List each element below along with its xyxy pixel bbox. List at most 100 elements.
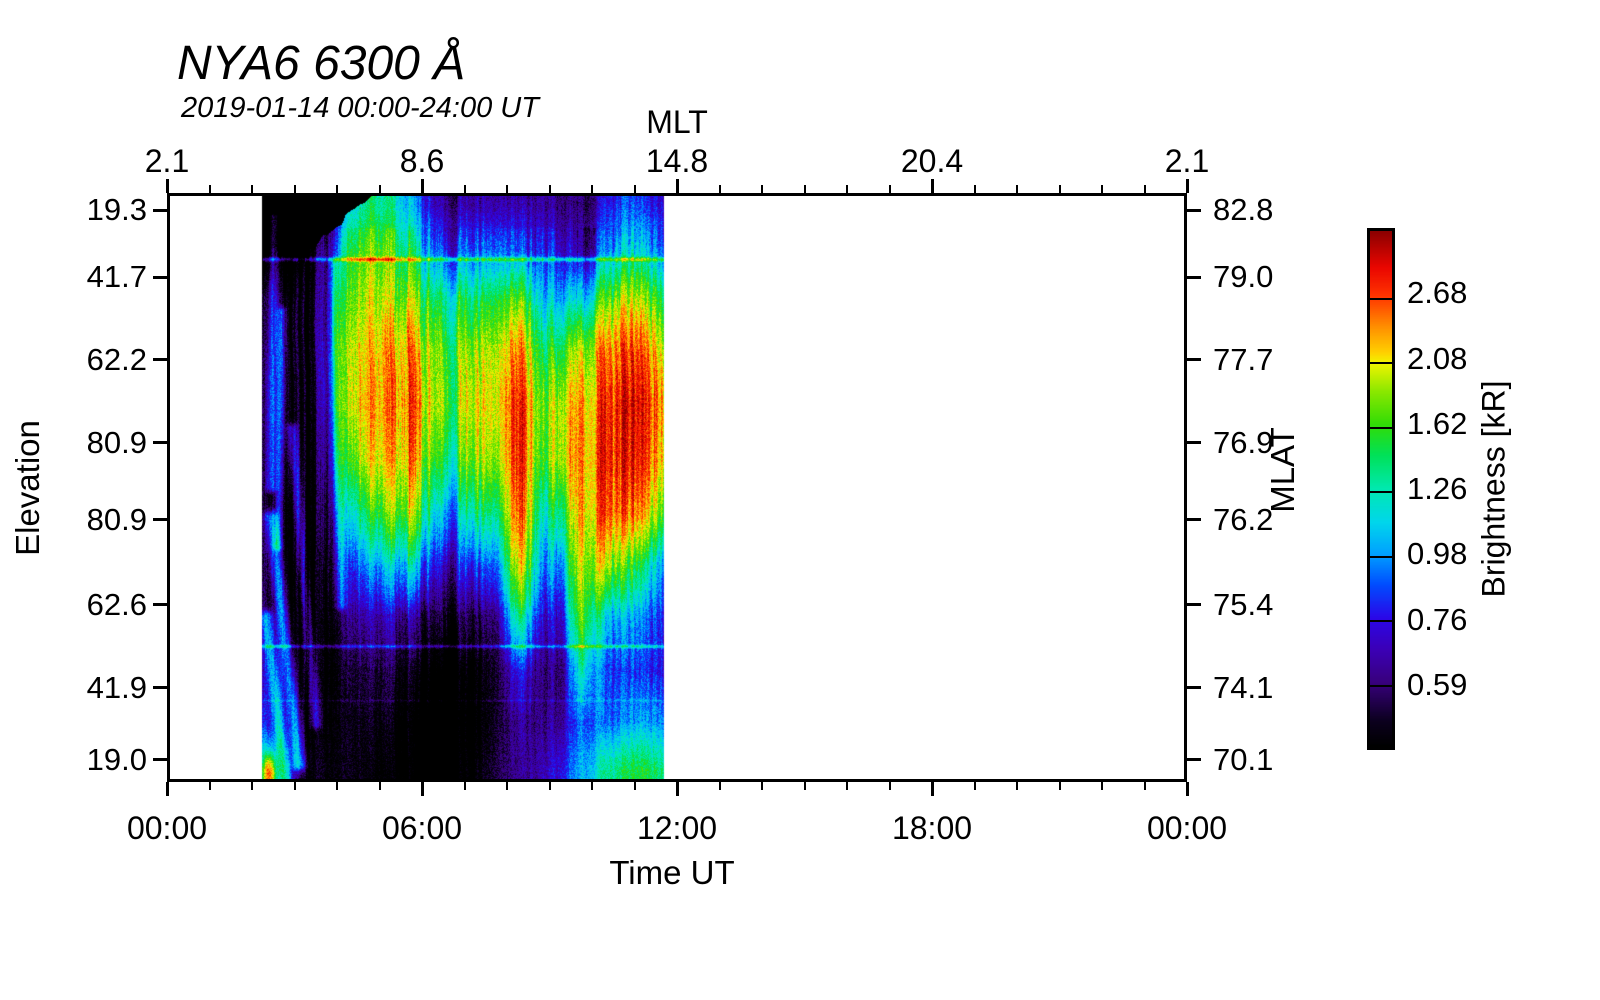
- mlat-tick-label: 76.2: [1213, 501, 1274, 537]
- x-major-tick-top: [675, 179, 679, 193]
- x-major-tick: [165, 782, 169, 796]
- colorbar-segment-line: [1370, 426, 1392, 429]
- y-right-tick: [1187, 358, 1201, 362]
- mlt-tick-label: 8.6: [399, 143, 445, 179]
- x-major-tick-top: [165, 179, 169, 193]
- colorbar-tick-label: 0.76: [1407, 601, 1468, 637]
- colorbar-segment-line: [1370, 362, 1392, 364]
- x-tick-label: 00:00: [1146, 810, 1228, 846]
- x-minor-tick-top: [633, 185, 636, 193]
- mlat-tick-label: 77.7: [1213, 341, 1274, 377]
- y-left-tick: [153, 208, 167, 212]
- x-major-tick-top: [930, 179, 934, 193]
- x-minor-tick-top: [463, 185, 466, 193]
- colorbar-segment-line: [1370, 297, 1392, 300]
- x-tick-label: 12:00: [636, 810, 718, 846]
- x-minor-tick-top: [378, 185, 381, 193]
- x-minor-tick: [1143, 782, 1146, 790]
- elevation-tick-label: 62.2: [86, 341, 147, 377]
- x-minor-tick: [1016, 782, 1018, 790]
- colorbar: [1367, 228, 1395, 750]
- x-tick-label: 18:00: [891, 810, 973, 846]
- elevation-tick-label: 19.3: [86, 192, 147, 228]
- x-major-tick-top: [420, 179, 424, 193]
- x-minor-tick-top: [591, 185, 593, 193]
- x-minor-tick: [888, 782, 891, 790]
- x-minor-tick: [463, 782, 466, 790]
- keogram-heatmap-canvas: [167, 193, 1187, 782]
- x-minor-tick-top: [208, 185, 211, 193]
- y-left-tick: [153, 441, 167, 445]
- x-minor-tick-top: [973, 185, 976, 193]
- colorbar-gradient-canvas: [1370, 231, 1392, 747]
- y-right-tick: [1187, 758, 1201, 762]
- x-minor-tick-top: [336, 185, 338, 193]
- elevation-tick-label: 80.9: [86, 424, 147, 460]
- x-minor-tick: [506, 782, 508, 790]
- colorbar-tick-label: 0.98: [1407, 536, 1468, 572]
- elevation-tick-label: 62.6: [86, 586, 147, 622]
- x-minor-tick: [633, 782, 636, 790]
- mlt-tick-label: 2.1: [144, 143, 190, 179]
- colorbar-tick-label: 1.62: [1407, 405, 1468, 441]
- colorbar-title: Brightness [kR]: [1475, 380, 1512, 598]
- x-minor-tick: [718, 782, 721, 790]
- mlat-tick-label: 76.9: [1213, 424, 1274, 460]
- x-minor-tick-top: [251, 185, 253, 193]
- page-subtitle: 2019-01-14 00:00-24:00 UT: [181, 92, 539, 124]
- elevation-tick-label: 19.0: [86, 741, 147, 777]
- x-minor-tick-top: [846, 185, 848, 193]
- x-minor-tick: [1058, 782, 1061, 790]
- x-minor-tick: [548, 782, 551, 790]
- x-tick-label: 00:00: [126, 810, 208, 846]
- x-tick-label: 06:00: [381, 810, 463, 846]
- bottom-axis-title: Time UT: [609, 854, 735, 891]
- x-minor-tick: [591, 782, 593, 790]
- y-left-tick: [153, 686, 167, 690]
- y-left-tick: [153, 758, 167, 762]
- x-minor-tick: [208, 782, 211, 790]
- y-right-tick: [1187, 208, 1201, 212]
- y-left-tick: [153, 358, 167, 362]
- colorbar-segment-line: [1370, 620, 1392, 622]
- x-minor-tick-top: [761, 185, 763, 193]
- mlat-tick-label: 79.0: [1213, 259, 1274, 295]
- x-minor-tick-top: [1058, 185, 1061, 193]
- y-right-tick: [1187, 275, 1201, 279]
- x-minor-tick-top: [803, 185, 806, 193]
- y-right-tick: [1187, 441, 1201, 445]
- x-minor-tick: [336, 782, 338, 790]
- top-axis-title: MLT: [646, 104, 708, 140]
- x-minor-tick: [378, 782, 381, 790]
- colorbar-tick-label: 2.08: [1407, 340, 1468, 376]
- x-minor-tick: [761, 782, 763, 790]
- colorbar-tick-label: 1.26: [1407, 471, 1468, 506]
- x-major-tick: [420, 782, 424, 796]
- x-minor-tick-top: [718, 185, 721, 193]
- y-right-tick: [1187, 518, 1201, 522]
- x-minor-tick-top: [888, 185, 891, 193]
- x-minor-tick-top: [548, 185, 551, 193]
- x-minor-tick-top: [1143, 185, 1146, 193]
- mlt-tick-label: 14.8: [645, 143, 709, 179]
- page-title: NYA6 6300 Å: [177, 37, 466, 90]
- x-minor-tick-top: [1016, 185, 1018, 193]
- x-minor-tick: [803, 782, 806, 790]
- x-minor-tick: [1101, 782, 1103, 790]
- x-major-tick: [675, 782, 679, 796]
- colorbar-tick-label: 0.59: [1407, 666, 1468, 702]
- mlat-tick-label: 82.8: [1213, 192, 1274, 228]
- y-right-tick: [1187, 686, 1201, 690]
- x-minor-tick: [251, 782, 253, 790]
- mlat-tick-label: 74.1: [1213, 669, 1274, 705]
- y-left-tick: [153, 603, 167, 607]
- x-major-tick-top: [1185, 179, 1189, 193]
- y-left-tick: [153, 518, 167, 522]
- x-minor-tick: [293, 782, 296, 790]
- elevation-tick-label: 80.9: [86, 501, 147, 537]
- mlat-tick-label: 75.4: [1213, 586, 1274, 622]
- colorbar-segment-line: [1370, 491, 1392, 493]
- x-minor-tick-top: [1101, 185, 1103, 193]
- colorbar-segment-line: [1370, 555, 1392, 558]
